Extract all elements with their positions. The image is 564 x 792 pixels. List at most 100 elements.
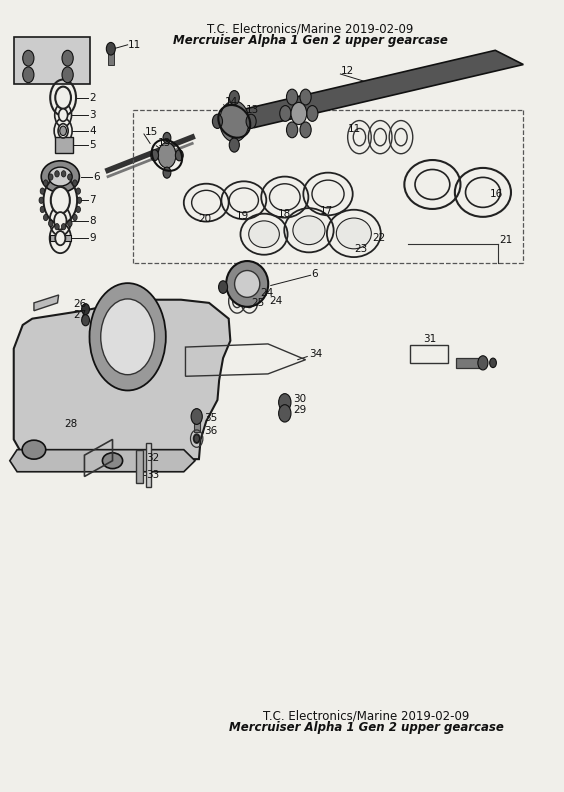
Text: 18: 18 bbox=[277, 208, 291, 219]
Circle shape bbox=[49, 220, 53, 227]
Circle shape bbox=[232, 295, 241, 307]
Ellipse shape bbox=[103, 453, 122, 469]
Circle shape bbox=[90, 284, 166, 390]
Circle shape bbox=[82, 314, 90, 326]
Circle shape bbox=[55, 171, 59, 177]
Text: 25: 25 bbox=[251, 298, 265, 308]
Ellipse shape bbox=[293, 216, 325, 245]
Text: 14: 14 bbox=[225, 97, 238, 108]
Circle shape bbox=[280, 105, 291, 121]
Circle shape bbox=[58, 124, 68, 138]
Text: 34: 34 bbox=[309, 349, 322, 359]
Text: 9: 9 bbox=[90, 233, 96, 243]
Circle shape bbox=[68, 174, 72, 181]
Circle shape bbox=[300, 89, 311, 105]
Bar bbox=[55, 137, 73, 153]
Text: 2: 2 bbox=[90, 93, 96, 103]
Circle shape bbox=[43, 180, 48, 186]
Circle shape bbox=[287, 89, 298, 105]
Text: 28: 28 bbox=[64, 419, 77, 428]
Bar bbox=[194, 418, 200, 432]
Circle shape bbox=[219, 281, 227, 293]
Circle shape bbox=[62, 67, 73, 82]
Text: 23: 23 bbox=[354, 244, 367, 254]
Text: 35: 35 bbox=[205, 413, 218, 423]
Circle shape bbox=[353, 128, 365, 146]
Text: 36: 36 bbox=[205, 426, 218, 436]
Circle shape bbox=[61, 223, 66, 230]
Text: 13: 13 bbox=[246, 105, 259, 116]
Circle shape bbox=[163, 167, 171, 178]
Bar bbox=[50, 235, 71, 242]
Circle shape bbox=[68, 220, 72, 227]
Circle shape bbox=[279, 394, 291, 411]
Circle shape bbox=[39, 197, 43, 204]
Text: 17: 17 bbox=[320, 207, 333, 216]
Circle shape bbox=[478, 356, 488, 370]
Text: 26: 26 bbox=[73, 299, 86, 310]
Circle shape bbox=[51, 187, 70, 214]
Bar bbox=[456, 358, 483, 367]
Text: 5: 5 bbox=[90, 140, 96, 150]
Circle shape bbox=[220, 101, 249, 142]
Text: 20: 20 bbox=[198, 214, 211, 224]
Circle shape bbox=[213, 114, 223, 128]
Bar bbox=[410, 345, 448, 363]
Text: 11: 11 bbox=[348, 124, 362, 134]
Ellipse shape bbox=[235, 271, 260, 297]
Ellipse shape bbox=[336, 218, 371, 249]
Polygon shape bbox=[226, 51, 523, 128]
Circle shape bbox=[291, 102, 307, 124]
Text: 30: 30 bbox=[293, 394, 306, 404]
Circle shape bbox=[23, 51, 34, 66]
Circle shape bbox=[175, 150, 183, 161]
Polygon shape bbox=[10, 450, 195, 472]
Circle shape bbox=[23, 67, 34, 82]
Ellipse shape bbox=[249, 221, 279, 248]
Ellipse shape bbox=[41, 161, 80, 192]
Circle shape bbox=[40, 206, 45, 212]
Circle shape bbox=[194, 435, 200, 443]
Text: 16: 16 bbox=[490, 189, 503, 199]
Circle shape bbox=[163, 132, 171, 143]
Text: Mercruiser Alpha 1 Gen 2 upper gearcase: Mercruiser Alpha 1 Gen 2 upper gearcase bbox=[173, 34, 447, 48]
Circle shape bbox=[82, 303, 90, 314]
Text: 15: 15 bbox=[144, 127, 158, 136]
Text: 32: 32 bbox=[146, 452, 160, 463]
Polygon shape bbox=[34, 295, 59, 310]
Circle shape bbox=[76, 188, 81, 194]
Circle shape bbox=[55, 223, 59, 230]
Text: 22: 22 bbox=[372, 233, 385, 243]
Text: 29: 29 bbox=[293, 406, 306, 415]
Text: 12: 12 bbox=[341, 66, 354, 76]
Circle shape bbox=[54, 212, 67, 230]
Circle shape bbox=[374, 128, 386, 146]
Polygon shape bbox=[14, 299, 230, 459]
Circle shape bbox=[77, 197, 82, 204]
Text: 21: 21 bbox=[499, 234, 513, 245]
Circle shape bbox=[151, 150, 158, 161]
Text: 24: 24 bbox=[270, 296, 283, 307]
Circle shape bbox=[395, 128, 407, 146]
Text: 7: 7 bbox=[90, 196, 96, 205]
Text: 8: 8 bbox=[90, 215, 96, 226]
Bar bbox=[146, 444, 151, 487]
Circle shape bbox=[107, 43, 115, 55]
Circle shape bbox=[245, 295, 254, 307]
Circle shape bbox=[76, 206, 81, 212]
Circle shape bbox=[43, 215, 48, 221]
Circle shape bbox=[287, 122, 298, 138]
Text: 11: 11 bbox=[128, 40, 142, 50]
Circle shape bbox=[279, 405, 291, 422]
Circle shape bbox=[300, 122, 311, 138]
Text: 33: 33 bbox=[146, 470, 160, 480]
Circle shape bbox=[229, 138, 239, 152]
Text: T.C. Electronics/Marine 2019-02-09: T.C. Electronics/Marine 2019-02-09 bbox=[263, 709, 469, 722]
Circle shape bbox=[55, 231, 65, 246]
Circle shape bbox=[73, 180, 77, 186]
Circle shape bbox=[61, 171, 66, 177]
Text: 19: 19 bbox=[236, 211, 249, 221]
Text: 31: 31 bbox=[424, 334, 437, 345]
Ellipse shape bbox=[226, 261, 268, 307]
Text: 24: 24 bbox=[261, 288, 274, 299]
